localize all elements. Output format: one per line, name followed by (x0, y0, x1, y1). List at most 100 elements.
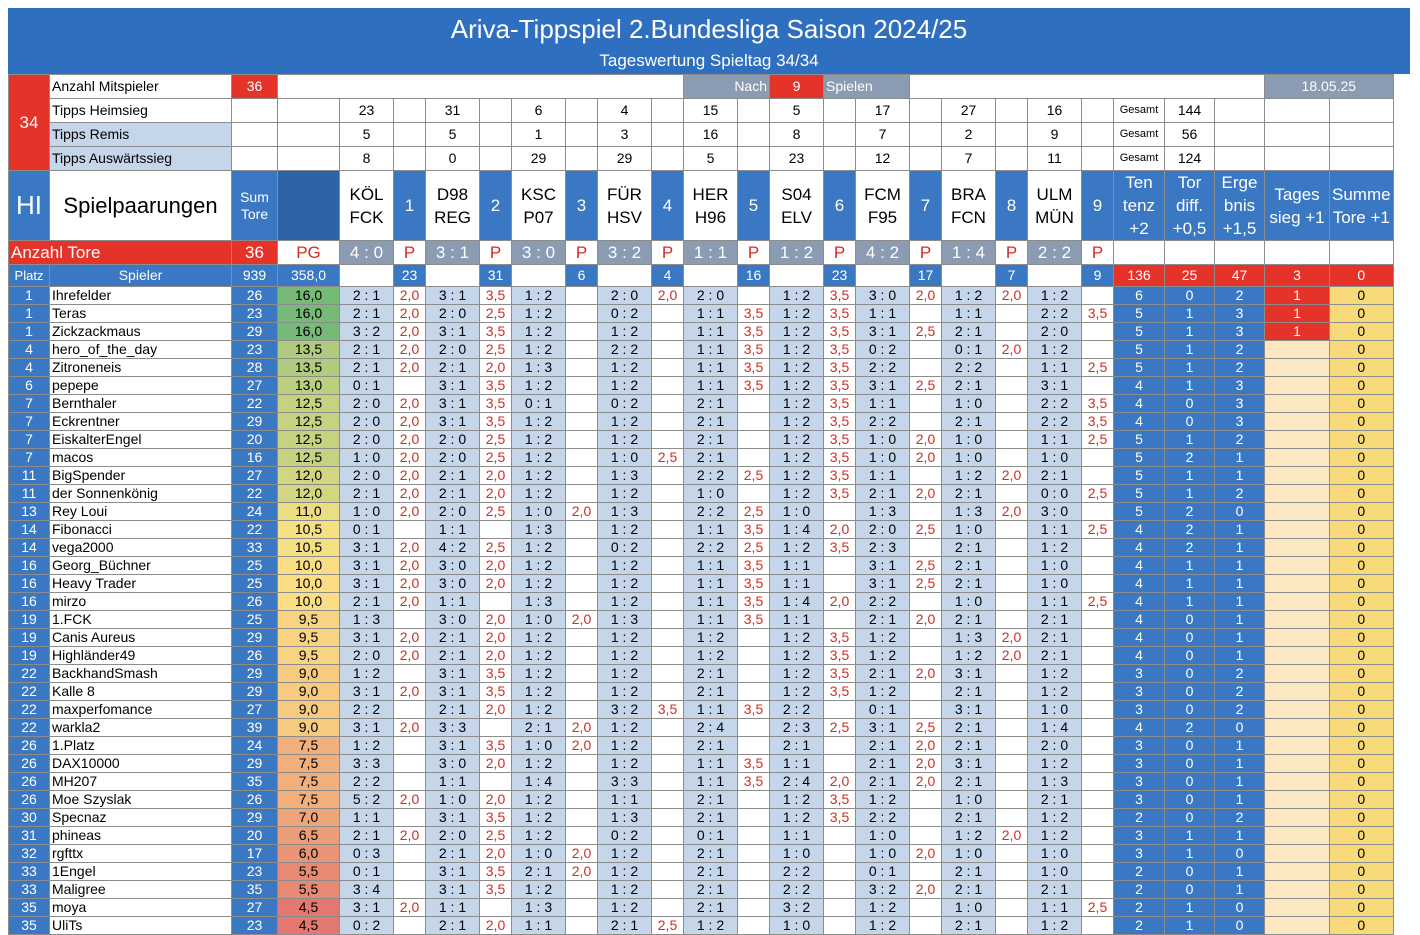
player-match-points: 3,5 (823, 484, 856, 503)
player-match-points (737, 790, 770, 809)
home-goals: 3 (521, 243, 532, 262)
away-goals: 4 (975, 243, 986, 262)
player-tendenz: 2 (1113, 880, 1165, 899)
player-match-points: 2,0 (393, 484, 426, 503)
player-tip: 1 : 0 (1027, 844, 1082, 863)
player-tip: 1 : 4 (1027, 718, 1082, 737)
home-goals: 3 (435, 243, 446, 262)
blank (1214, 146, 1265, 171)
tip: 1 : 2 (610, 593, 639, 610)
player-tip: 1 : 2 (769, 322, 824, 341)
tip: 2 : 1 (438, 359, 467, 376)
player-ergebnis: 1 (1214, 574, 1265, 593)
player-match-points (995, 592, 1028, 611)
tip: 1 : 0 (868, 827, 897, 844)
player-match-points: 2,0 (393, 790, 426, 809)
player-tip: 2 : 4 (683, 718, 738, 737)
player-match-points: 3,5 (737, 520, 770, 539)
blank (737, 122, 770, 147)
tip: 1 : 2 (782, 647, 811, 664)
tip: 1 : 2 (352, 737, 381, 754)
player-tip: 1 : 0 (941, 592, 996, 611)
player-tip: 1 : 0 (1027, 862, 1082, 881)
player-tip: 2 : 2 (769, 880, 824, 899)
tip: 3 : 1 (438, 683, 467, 700)
player-tip: 1 : 1 (683, 610, 738, 629)
player-tendenz: 3 (1113, 790, 1165, 809)
p-label: P (995, 240, 1028, 265)
player-tordiff: 1 (1164, 358, 1215, 377)
player-match-points (565, 772, 598, 791)
player-name: der Sonnenkönig (49, 484, 232, 503)
player-match-points (1081, 538, 1114, 557)
player-tagessieg (1264, 574, 1330, 593)
tipps-count: 8 (769, 122, 824, 147)
tip: 1 : 2 (782, 809, 811, 826)
player-rank: 1 (8, 304, 50, 323)
player-match-points: 3,5 (737, 322, 770, 341)
player-tagessieg (1264, 754, 1330, 773)
tipps-count: 15 (683, 98, 738, 123)
player-tip: 3 : 1 (425, 880, 480, 899)
player-tagessieg: 1 (1264, 286, 1330, 305)
player-match-points (995, 520, 1028, 539)
tip: 1 : 1 (524, 917, 553, 934)
player-tendenz: 2 (1113, 808, 1165, 827)
player-points: 7,5 (277, 790, 340, 809)
player-match-points (393, 520, 426, 539)
player-match-points: 2,0 (479, 844, 512, 863)
player-sum-goals: 16 (231, 448, 278, 467)
player-match-points: 2,0 (393, 286, 426, 305)
tip: 2 : 1 (868, 485, 897, 502)
tip: 2 : 1 (954, 881, 983, 898)
tip: 2 : 2 (868, 593, 897, 610)
tip: 2 : 1 (352, 593, 381, 610)
player-match-points (909, 898, 942, 917)
player-match-points (737, 898, 770, 917)
tip: 1 : 2 (1040, 341, 1069, 358)
player-tip: 2 : 1 (1027, 646, 1082, 665)
player-tip: 3 : 1 (425, 808, 480, 827)
player-tagessieg: 1 (1264, 304, 1330, 323)
tip: 1 : 3 (610, 467, 639, 484)
match-result: 1 : 4 (941, 240, 996, 265)
tip: 1 : 2 (610, 665, 639, 682)
away-team: FCK (349, 207, 384, 227)
away-goals: 2 (631, 243, 642, 262)
player-tip: 1 : 1 (683, 376, 738, 395)
colon: : (1052, 243, 1057, 262)
tip: 1 : 0 (524, 845, 553, 862)
player-match-points (995, 916, 1028, 935)
blank (909, 122, 942, 147)
player-tordiff: 2 (1164, 502, 1215, 521)
player-match-points (737, 484, 770, 503)
tip: 2 : 0 (868, 521, 897, 538)
player-tip: 1 : 2 (511, 466, 566, 485)
player-match-points (651, 520, 684, 539)
players-count: 36 (231, 74, 278, 99)
player-summe-tore: 0 (1329, 430, 1394, 449)
tip: 1 : 0 (782, 503, 811, 520)
player-tip: 3 : 3 (339, 754, 394, 773)
player-tip: 1 : 2 (511, 754, 566, 773)
tip: 4 : 2 (438, 539, 467, 556)
player-tip: 3 : 1 (339, 574, 394, 593)
player-rank: 26 (8, 772, 50, 791)
player-ergebnis: 0 (1214, 502, 1265, 521)
tip: 1 : 4 (782, 593, 811, 610)
player-match-points (1081, 826, 1114, 845)
tip: 1 : 2 (1040, 683, 1069, 700)
player-tordiff: 2 (1164, 538, 1215, 557)
player-points: 12,0 (277, 466, 340, 485)
player-match-points (565, 592, 598, 611)
blank (511, 264, 566, 287)
tip: 1 : 1 (696, 773, 725, 790)
tip: 1 : 2 (782, 467, 811, 484)
player-tip: 1 : 2 (769, 484, 824, 503)
home-team: S04 (781, 184, 812, 204)
tip: 2 : 1 (868, 665, 897, 682)
player-match-points (565, 538, 598, 557)
player-match-points: 3,5 (737, 772, 770, 791)
tip: 2 : 0 (352, 467, 381, 484)
tip: 1 : 0 (954, 899, 983, 916)
